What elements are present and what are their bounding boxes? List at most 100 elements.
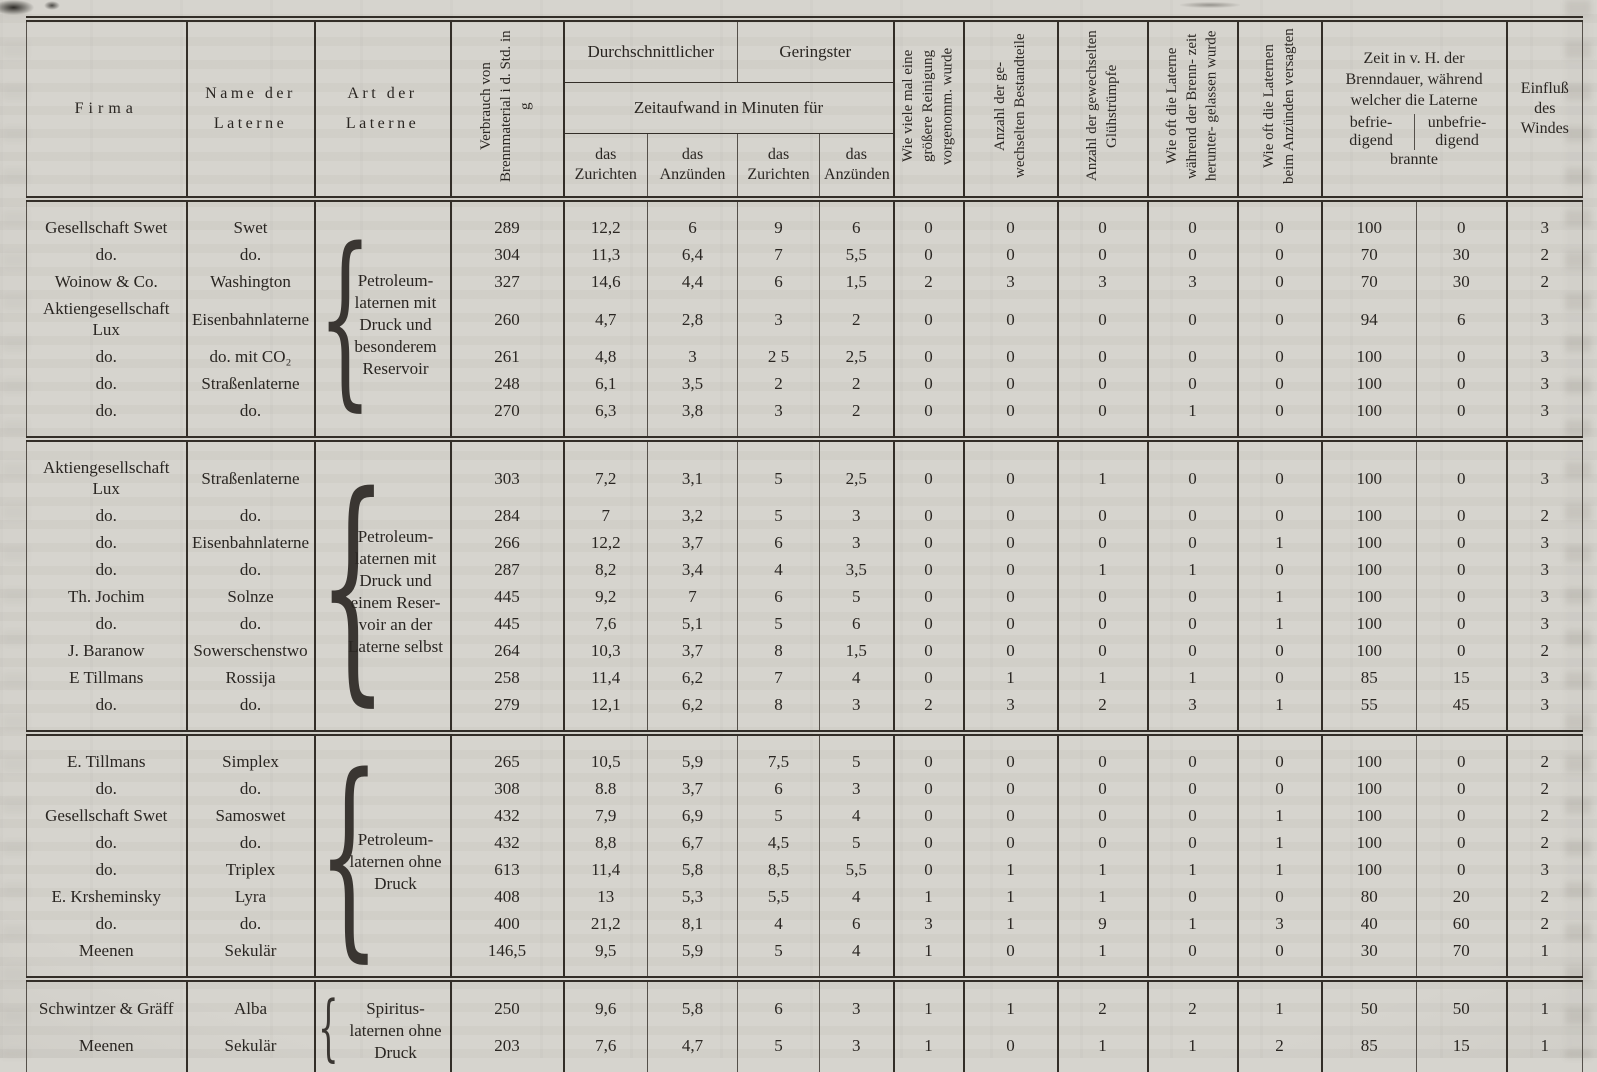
col-header-zeitaufwand: Zeitaufwand in Minuten für xyxy=(562,82,894,134)
cell-reinigungen: 1 xyxy=(892,937,964,979)
cell-unbefriedigend_vh: 0 xyxy=(1416,370,1507,397)
cell-anzuenden_geringster: 4 xyxy=(819,664,894,691)
cell-zurichten_geringster: 2 xyxy=(737,370,820,397)
lantern-section: Schwintzer & Gräff Alba{Spiritus-laternen… xyxy=(26,979,1583,1072)
table-row: do. do. 445 7,6 5,1 5 6 0 0 0 0 1 100 0 3 xyxy=(27,610,1583,637)
cell-zurichten_durchschnittlich: 7,6 xyxy=(562,610,648,637)
cell-zurichten_geringster: 6 xyxy=(737,775,820,802)
cell-bestandteile: 3 xyxy=(962,268,1058,295)
cell-zurichten_durchschnittlich: 7,6 xyxy=(562,1027,648,1072)
cell-unbefriedigend_vh: 15 xyxy=(1416,664,1507,691)
cell-befriedigend_vh: 55 xyxy=(1320,691,1417,733)
cell-firma: Gesellschaft Swet xyxy=(45,218,168,237)
table-row: do. do. 279 12,1 6,2 8 3 2 3 2 3 1 55 45 3 xyxy=(27,691,1583,733)
cell-unbefriedigend_vh: 0 xyxy=(1416,343,1507,370)
cell-name: do. xyxy=(185,829,315,856)
cell-versagten: 0 xyxy=(1236,370,1322,397)
cell-name: Swet xyxy=(185,199,315,241)
cell-zurichten_durchschnittlich: 8.8 xyxy=(562,775,648,802)
col-header-heruntergelassen: Wie oft die Laterne während der Brenn- z… xyxy=(1146,19,1238,199)
cell-anzuenden_durchschnittlich: 6,4 xyxy=(646,241,738,268)
cell-name: Sowerschenstwo xyxy=(185,637,315,664)
cell-verbrauch: 265 xyxy=(449,733,564,775)
cell-verbrauch: 260 xyxy=(449,295,564,343)
cell-firma: Woinow & Co. xyxy=(54,272,158,291)
table-row: E. Tillmans Simplex{Petroleum-laternen oh… xyxy=(27,733,1583,979)
cell-name: Simplex xyxy=(185,733,315,775)
cell-name: Rossija xyxy=(185,664,315,691)
cell-einfluss_windes: 2 xyxy=(1505,241,1583,268)
cell-gluehstruempfe: 0 xyxy=(1056,775,1148,802)
cell-einfluss_windes: 3 xyxy=(1505,199,1583,241)
cell-zurichten_geringster: 3 xyxy=(737,397,820,439)
cell-name: do. xyxy=(185,910,315,937)
cell-bestandteile: 0 xyxy=(962,241,1058,268)
cell-reinigungen: 1 xyxy=(892,883,964,910)
cell-versagten: 1 xyxy=(1236,802,1322,829)
cell-anzuenden_geringster: 3 xyxy=(819,979,894,1027)
cell-einfluss_windes: 2 xyxy=(1505,829,1583,856)
cell-anzuenden_durchschnittlich: 7 xyxy=(646,583,738,610)
cell-zurichten_geringster: 7 xyxy=(737,241,820,268)
cell-einfluss_windes: 2 xyxy=(1505,910,1583,937)
cell-unbefriedigend_vh: 30 xyxy=(1416,241,1507,268)
cell-unbefriedigend_vh: 0 xyxy=(1416,397,1507,439)
cell-gluehstruempfe: 0 xyxy=(1056,343,1148,370)
cell-unbefriedigend_vh: 70 xyxy=(1416,937,1507,979)
cell-anzuenden_geringster: 3 xyxy=(819,502,894,529)
cell-verbrauch: 270 xyxy=(449,397,564,439)
col-header-befriedigend: befrie- digend xyxy=(1329,113,1415,151)
cell-verbrauch: 432 xyxy=(449,802,564,829)
cell-zurichten_geringster: 9 xyxy=(737,199,820,241)
col-header-zurichten-durchschnittlich: das Zurichten xyxy=(562,133,648,199)
cell-anzuenden_durchschnittlich: 5,8 xyxy=(646,979,738,1027)
cell-heruntergelassen: 0 xyxy=(1146,610,1238,637)
cell-befriedigend_vh: 100 xyxy=(1320,856,1417,883)
cell-reinigungen: 0 xyxy=(892,610,964,637)
cell-anzuenden_durchschnittlich: 2,8 xyxy=(646,295,738,343)
cell-anzuenden_geringster: 2 xyxy=(819,295,894,343)
col-header-geringster: Geringster xyxy=(737,19,894,83)
cell-name: Alba xyxy=(185,979,315,1027)
cell-einfluss_windes: 3 xyxy=(1505,439,1583,502)
cell-befriedigend_vh: 100 xyxy=(1320,583,1417,610)
cell-bestandteile: 1 xyxy=(962,883,1058,910)
cell-verbrauch: 445 xyxy=(449,610,564,637)
cell-reinigungen: 0 xyxy=(892,583,964,610)
cell-verbrauch: 613 xyxy=(449,856,564,883)
table-row: do. do. 400 21,2 8,1 4 6 3 1 9 1 3 40 60 2 xyxy=(27,910,1583,937)
cell-zurichten_durchschnittlich: 11,3 xyxy=(562,241,648,268)
cell-firma: do. xyxy=(95,560,117,579)
table-row: Gesellschaft Swet Samoswet 432 7,9 6,9 5 4 0 0 0 0… xyxy=(27,802,1583,829)
cell-versagten: 0 xyxy=(1236,241,1322,268)
cell-verbrauch: 408 xyxy=(449,883,564,910)
col-header-durchschnittlicher: Durchschnittlicher xyxy=(562,19,738,83)
table-row: Meenen Sekulär 146,5 9,5 5,9 5 4 1 0 1 0 0 30 70 1 xyxy=(27,937,1583,979)
cell-art-der-laterne: {Petroleum-laternen mit Druck und einem Re… xyxy=(313,439,451,733)
cell-name: Eisenbahnlaterne xyxy=(185,295,315,343)
cell-anzuenden_durchschnittlich: 3,5 xyxy=(646,370,738,397)
cell-zurichten_durchschnittlich: 14,6 xyxy=(562,268,648,295)
ink-smudge xyxy=(44,1,60,10)
cell-befriedigend_vh: 100 xyxy=(1320,733,1417,775)
cell-name: do. xyxy=(185,397,315,439)
cell-versagten: 0 xyxy=(1236,502,1322,529)
cell-heruntergelassen: 3 xyxy=(1146,268,1238,295)
col-header-name: Name der Laterne xyxy=(185,19,315,199)
cell-versagten: 1 xyxy=(1236,856,1322,883)
cell-bestandteile: 1 xyxy=(962,664,1058,691)
cell-verbrauch: 146,5 xyxy=(449,937,564,979)
cell-versagten: 1 xyxy=(1236,829,1322,856)
cell-reinigungen: 0 xyxy=(892,199,964,241)
group-brace: { xyxy=(317,208,372,429)
cell-einfluss_windes: 3 xyxy=(1505,370,1583,397)
cell-zurichten_geringster: 5 xyxy=(737,439,820,502)
cell-gluehstruempfe: 1 xyxy=(1056,883,1148,910)
cell-zurichten_durchschnittlich: 7,2 xyxy=(562,439,648,502)
cell-anzuenden_geringster: 2 xyxy=(819,370,894,397)
cell-bestandteile: 0 xyxy=(962,802,1058,829)
cell-versagten: 1 xyxy=(1236,529,1322,556)
cell-reinigungen: 0 xyxy=(892,370,964,397)
cell-unbefriedigend_vh: 50 xyxy=(1416,979,1507,1027)
cell-unbefriedigend_vh: 6 xyxy=(1416,295,1507,343)
